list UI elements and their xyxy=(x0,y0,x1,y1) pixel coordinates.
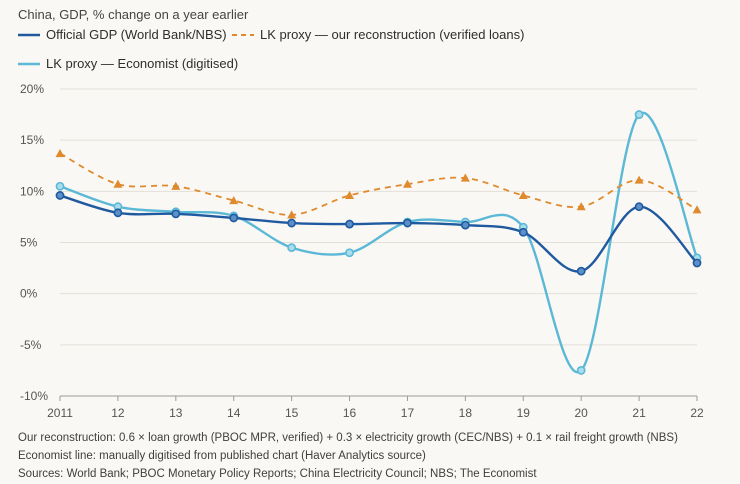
data-point-lk-ours xyxy=(345,190,355,200)
y-tick-label: -10% xyxy=(20,389,48,403)
x-tick-label: 22 xyxy=(690,406,704,420)
data-point-lk-ours xyxy=(576,202,586,211)
data-point-lk-economist xyxy=(634,110,644,119)
data-point-lk-ours xyxy=(460,173,470,182)
data-point-official-gdp xyxy=(692,258,702,268)
data-point-official-gdp xyxy=(171,209,181,219)
series-line-official-gdp xyxy=(59,194,698,273)
footnote-economist: Economist line: manually digitised from … xyxy=(18,450,426,462)
series-line-lk-ours xyxy=(59,152,698,216)
data-point-official-gdp xyxy=(403,218,412,228)
data-point-official-gdp xyxy=(229,213,239,223)
chart-title: China, GDP, % change on a year earlier xyxy=(18,7,249,22)
data-point-official-gdp xyxy=(113,208,123,218)
x-tick-label: 20 xyxy=(575,406,589,420)
data-point-lk-ours xyxy=(402,179,412,188)
legend-swatch-solid-dark xyxy=(18,30,40,40)
data-point-official-gdp xyxy=(518,227,528,237)
y-tick-label: 10% xyxy=(20,184,44,198)
legend-item-lk-ours: LK proxy — our reconstruction (verified … xyxy=(232,27,524,42)
data-point-official-gdp xyxy=(345,219,354,229)
data-point-official-gdp xyxy=(576,266,586,276)
legend-label-official-gdp: Official GDP (World Bank/NBS) xyxy=(46,27,227,42)
data-point-lk-economist xyxy=(287,243,297,253)
footnote-method: Our reconstruction: 0.6 × loan growth (P… xyxy=(18,432,678,444)
data-point-lk-ours xyxy=(634,175,644,184)
data-point-official-gdp xyxy=(287,218,297,228)
y-tick-label: 0% xyxy=(20,287,38,301)
y-tick-label: 5% xyxy=(20,236,38,250)
data-point-lk-economist xyxy=(576,366,586,375)
x-tick-label: 16 xyxy=(343,406,357,420)
data-point-lk-ours xyxy=(518,190,528,200)
x-tick-label: 15 xyxy=(285,406,299,420)
data-point-lk-ours xyxy=(113,179,123,188)
legend-label-lk-ours: LK proxy — our reconstruction (verified … xyxy=(260,27,525,42)
y-tick-label: -5% xyxy=(20,338,42,352)
legend-item-official-gdp: Official GDP (World Bank/NBS) xyxy=(18,27,227,42)
series-line-lk-economist xyxy=(59,111,699,374)
data-point-official-gdp xyxy=(460,220,470,230)
data-point-lk-ours xyxy=(229,196,239,205)
legend-label-lk-economist: LK proxy — Economist (digitised) xyxy=(46,56,239,71)
data-point-lk-ours xyxy=(287,210,297,219)
x-tick-label: 12 xyxy=(111,406,125,420)
legend-swatch-solid-light xyxy=(18,59,40,69)
y-tick-label: 20% xyxy=(20,82,44,96)
data-point-lk-ours xyxy=(171,181,181,190)
data-point-official-gdp xyxy=(634,202,644,212)
x-tick-label: 2011 xyxy=(47,406,73,420)
footnote-sources: Sources: World Bank; PBOC Monetary Polic… xyxy=(18,468,537,480)
y-tick-label: 15% xyxy=(20,133,44,147)
legend-swatch-dashed-orange xyxy=(232,30,254,40)
data-point-lk-ours xyxy=(692,205,702,214)
data-point-lk-economist xyxy=(345,248,354,258)
x-tick-label: 14 xyxy=(227,406,241,420)
x-tick-label: 13 xyxy=(169,406,183,420)
data-point-lk-economist xyxy=(55,181,65,191)
x-tick-label: 17 xyxy=(401,406,415,420)
data-point-official-gdp xyxy=(55,191,65,200)
legend-item-lk-economist: LK proxy — Economist (digitised) xyxy=(18,56,238,71)
x-tick-label: 21 xyxy=(632,406,646,420)
data-point-lk-ours xyxy=(55,148,65,158)
x-tick-label: 18 xyxy=(459,406,473,420)
x-tick-label: 19 xyxy=(517,406,531,420)
